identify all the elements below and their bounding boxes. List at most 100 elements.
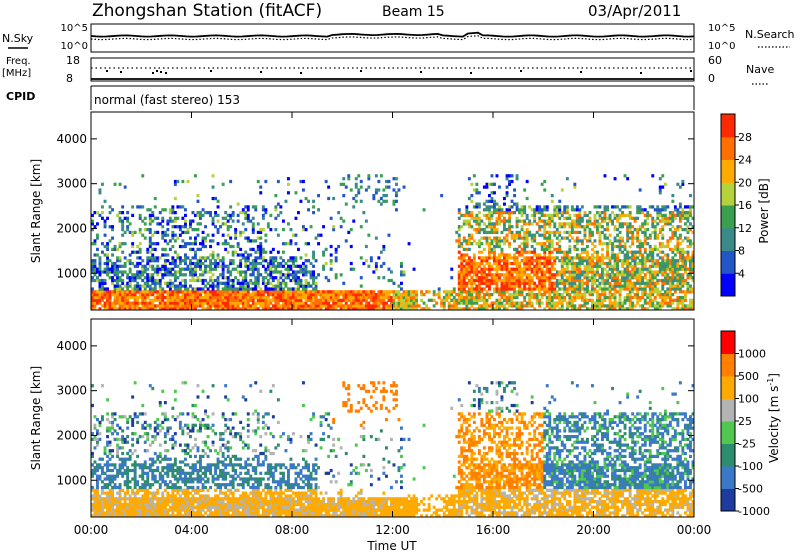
range-gate-cell (219, 290, 223, 294)
range-gate-cell (231, 219, 235, 223)
range-gate-cell (131, 242, 135, 246)
range-gate-cell (689, 244, 692, 249)
range-gate-cell (93, 437, 97, 442)
range-gate-cell (543, 261, 547, 266)
range-gate-cell (495, 278, 499, 283)
range-gate-cell (106, 273, 110, 277)
range-gate-cell (163, 208, 167, 212)
range-gate-cell (503, 295, 506, 300)
range-gate-cell (287, 304, 290, 308)
range-gate-cell (236, 287, 240, 291)
range-gate-cell (189, 278, 192, 283)
range-gate-cell (691, 298, 694, 302)
range-gate-cell (673, 244, 677, 249)
range-gate-cell (289, 267, 293, 271)
power-ylabel: Slant Range [km] (29, 159, 43, 263)
range-gate-cell (628, 264, 632, 268)
range-gate-cell (628, 270, 632, 274)
range-gate-cell (168, 273, 172, 277)
range-gate-cell (540, 284, 544, 288)
range-gate-cell (482, 276, 486, 280)
range-gate-cell (636, 216, 640, 220)
range-gate-cell (661, 259, 665, 263)
range-gate-cell (256, 295, 260, 300)
range-gate-cell (118, 471, 122, 475)
range-gate-cell (168, 267, 172, 271)
range-gate-cell (289, 290, 293, 294)
range-gate-cell (678, 219, 682, 223)
range-gate-cell (596, 307, 599, 310)
range-gate-cell (523, 304, 527, 308)
range-gate-cell (648, 247, 652, 252)
range-gate-cell (249, 281, 253, 285)
range-gate-cell (603, 298, 607, 302)
range-gate-cell (317, 307, 321, 310)
range-gate-cell (490, 242, 494, 246)
range-gate-cell (123, 242, 127, 246)
range-gate-cell (91, 437, 94, 442)
range-gate-cell (689, 222, 692, 226)
range-gate-cell (402, 185, 406, 189)
range-gate-cell (550, 213, 554, 218)
range-gate-cell (324, 247, 328, 252)
range-gate-cell (565, 259, 569, 263)
range-gate-cell (691, 259, 694, 263)
range-gate-cell (191, 307, 195, 310)
range-gate-cell (586, 270, 589, 274)
range-gate-cell (204, 284, 208, 288)
range-gate-cell (638, 261, 642, 266)
range-gate-cell (186, 230, 190, 235)
range-gate-cell (302, 307, 305, 310)
range-gate-cell (108, 500, 112, 504)
range-gate-cell (121, 301, 125, 305)
range-gate-cell (465, 253, 469, 257)
range-gate-cell (460, 293, 464, 297)
range-gate-cell (171, 284, 175, 288)
range-gate-cell (633, 216, 637, 220)
range-gate-cell (184, 253, 187, 257)
range-gate-cell (352, 301, 356, 305)
range-gate-cell (538, 264, 542, 268)
range-gate-cell (503, 225, 506, 229)
range-gate-cell (108, 440, 112, 444)
range-gate-cell (231, 267, 235, 271)
range-gate-cell (178, 301, 182, 305)
range-gate-cell (126, 284, 130, 288)
range-gate-cell (96, 253, 99, 257)
range-gate-cell (573, 256, 577, 260)
range-gate-cell (651, 281, 655, 285)
range-gate-cell (508, 287, 512, 291)
range-gate-cell (163, 261, 167, 266)
range-gate-cell (638, 247, 642, 252)
range-gate-cell (583, 281, 587, 285)
range-gate-cell (535, 301, 539, 305)
range-gate-cell (189, 301, 192, 305)
range-gate-cell (543, 284, 547, 288)
range-gate-cell (671, 199, 675, 203)
range-gate-cell (505, 264, 509, 268)
range-gate-cell (503, 264, 506, 268)
range-gate-cell (216, 264, 220, 268)
range-gate-cell (606, 281, 610, 285)
range-gate-cell (503, 293, 506, 297)
range-gate-cell (523, 256, 527, 260)
range-gate-cell (631, 216, 635, 220)
range-gate-cell (282, 259, 285, 263)
range-gate-cell (636, 281, 640, 285)
range-gate-cell (269, 301, 273, 305)
range-gate-cell (126, 290, 130, 294)
range-gate-cell (269, 267, 273, 271)
range-gate-cell (204, 225, 208, 229)
range-gate-cell (271, 259, 275, 263)
range-gate-cell (359, 295, 363, 300)
range-gate-cell (676, 284, 680, 288)
range-gate-cell (565, 270, 569, 274)
range-gate-cell (312, 298, 316, 302)
range-gate-cell (485, 182, 489, 186)
range-gate-cell (146, 259, 150, 263)
range-gate-cell (565, 256, 569, 260)
range-gate-cell (274, 293, 278, 297)
range-gate-cell (148, 287, 152, 291)
range-gate-cell (206, 293, 210, 297)
range-gate-cell (493, 191, 496, 195)
